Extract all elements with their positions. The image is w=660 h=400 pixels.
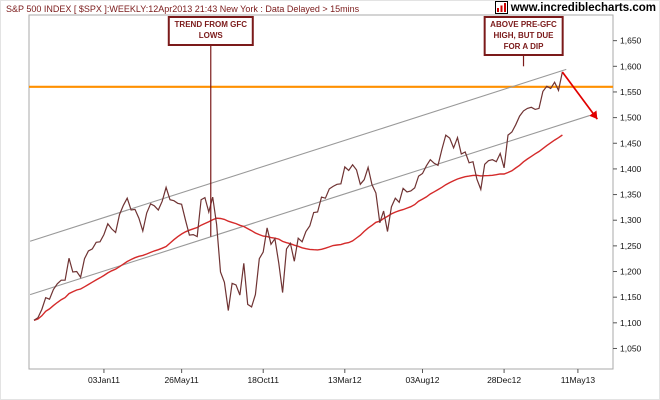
x-axis-label: 03Jan11 (88, 375, 120, 385)
y-axis-label: 1,300 (620, 215, 642, 225)
incrediblecharts-logo-icon (494, 1, 508, 14)
moving-average-line (33, 134, 563, 321)
y-axis-label: 1,450 (620, 138, 642, 148)
y-axis-label: 1,600 (620, 61, 642, 71)
y-axis-label: 1,200 (620, 267, 642, 277)
upper-channel-trendline (29, 68, 567, 242)
projection-arrow-line (561, 71, 599, 120)
chart-title: S&P 500 INDEX [ $SPX ]:WEEKLY:12Apr2013 … (6, 4, 360, 14)
y-axis-label: 1,400 (620, 164, 642, 174)
y-axis-label: 1,550 (620, 87, 642, 97)
brand-link[interactable]: www.incrediblecharts.com (494, 1, 656, 14)
x-axis-label: 28Dec12 (487, 375, 521, 385)
x-axis-label: 26May11 (164, 375, 199, 385)
y-axis-label: 1,500 (620, 113, 642, 123)
x-axis-label: 11May13 (561, 375, 596, 385)
plot-area (28, 14, 614, 370)
projection-arrowhead (589, 110, 598, 120)
y-axis-label: 1,150 (620, 292, 642, 302)
x-axis-label: 03Aug12 (405, 375, 439, 385)
y-axis-label: 1,350 (620, 190, 642, 200)
brand-url[interactable]: www.incrediblecharts.com (510, 1, 656, 14)
y-axis-label: 1,650 (620, 36, 642, 46)
y-axis-label: 1,250 (620, 241, 642, 251)
x-axis-label: 13Mar12 (328, 375, 362, 385)
x-axis-label: 18Oct11 (247, 375, 279, 385)
price-line (33, 71, 563, 321)
y-axis-label: 1,100 (620, 318, 642, 328)
y-axis-label: 1,050 (620, 343, 642, 353)
